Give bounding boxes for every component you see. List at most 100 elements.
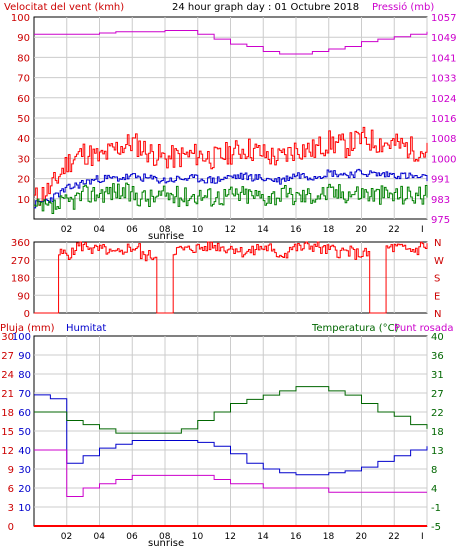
sunrise-label-bottom: sunrise xyxy=(148,538,184,549)
x-tick-clim-10: 22 xyxy=(388,532,399,542)
tick-hum-5: 60 xyxy=(18,408,31,419)
temperature-axis-title: Temperatura (°C) xyxy=(311,323,399,334)
tick-temp-right-1: -1 xyxy=(431,503,441,514)
x-tick-wind-7: 16 xyxy=(290,225,302,235)
tick-temp-right-5: 18 xyxy=(431,427,444,438)
dewpoint-axis-title: Punt rosada xyxy=(394,323,453,334)
x-tick-wind-11: I xyxy=(421,225,424,235)
series-pressure xyxy=(34,30,428,55)
humidity-axis-title: Humitat xyxy=(66,323,106,334)
x-tick-clim-2: 06 xyxy=(126,532,138,542)
x-tick-wind-6: 14 xyxy=(257,225,269,235)
series-temperature xyxy=(34,386,428,434)
tick-hum-9: 100 xyxy=(12,332,31,343)
x-tick-wind-10: 22 xyxy=(388,225,399,235)
tick-dir-left-1: 90 xyxy=(17,291,30,302)
tick-rain-3: 9 xyxy=(8,465,14,476)
series-wind-gust xyxy=(34,168,428,209)
tick-wind-right-4: 1008 xyxy=(431,134,456,145)
tick-wind-left-7: 80 xyxy=(17,53,30,64)
tick-dir-right-3: W xyxy=(434,256,444,267)
tick-rain-9: 27 xyxy=(1,351,14,362)
chart-title: 24 hour graph day : 01 Octubre 2018 xyxy=(172,2,359,13)
series-dewpoint xyxy=(34,449,427,497)
axis-ticks: 02 04 06 08 10 12 14 16 18 20 22 I02 04 06 08 10 12 14 16 1… xyxy=(1,13,456,542)
tick-hum-3: 40 xyxy=(18,446,31,457)
tick-wind-right-8: 1041 xyxy=(431,53,456,64)
x-tick-wind-9: 20 xyxy=(356,225,368,235)
x-tick-clim-11: I xyxy=(421,532,424,542)
tick-rain-0: 0 xyxy=(8,522,14,533)
tick-rain-5: 15 xyxy=(1,427,14,438)
tick-dir-left-2: 180 xyxy=(11,274,30,285)
tick-temp-right-6: 22 xyxy=(431,408,444,419)
tick-wind-right-9: 1049 xyxy=(431,33,456,44)
series-wind-low xyxy=(34,182,428,214)
tick-dir-right-2: S xyxy=(434,274,440,285)
wind-axis-title: Velocitat del vent (kmh) xyxy=(4,2,124,13)
tick-temp-right-9: 36 xyxy=(431,351,444,362)
tick-dir-right-4: N xyxy=(434,238,441,249)
tick-rain-2: 6 xyxy=(8,484,14,495)
tick-dir-right-0: N xyxy=(434,309,441,320)
tick-wind-right-2: 991 xyxy=(431,175,450,186)
rain-axis-title: Pluja (mm) xyxy=(0,323,55,334)
tick-dir-left-4: 360 xyxy=(11,238,30,249)
x-tick-wind-8: 18 xyxy=(323,225,335,235)
tick-rain-4: 12 xyxy=(1,446,14,457)
tick-wind-left-1: 20 xyxy=(17,175,30,186)
x-tick-clim-1: 04 xyxy=(94,532,106,542)
tick-temp-right-8: 31 xyxy=(431,370,444,381)
x-tick-clim-7: 16 xyxy=(290,532,302,542)
tick-temp-right-2: 4 xyxy=(431,484,437,495)
tick-wind-left-2: 30 xyxy=(17,154,30,165)
x-tick-wind-2: 06 xyxy=(126,225,138,235)
x-tick-wind-1: 04 xyxy=(94,225,106,235)
x-tick-clim-8: 18 xyxy=(323,532,335,542)
series-humidity xyxy=(34,394,428,476)
tick-hum-2: 30 xyxy=(18,465,31,476)
tick-rain-10: 30 xyxy=(1,332,14,343)
tick-temp-right-4: 13 xyxy=(431,446,444,457)
tick-wind-right-7: 1033 xyxy=(431,74,456,85)
tick-rain-7: 21 xyxy=(1,389,14,400)
x-tick-clim-4: 10 xyxy=(192,532,204,542)
x-tick-wind-5: 12 xyxy=(225,225,236,235)
tick-wind-right-5: 1016 xyxy=(431,114,456,125)
tick-temp-right-3: 8 xyxy=(431,465,437,476)
x-tick-wind-0: 02 xyxy=(61,225,72,235)
tick-wind-left-5: 60 xyxy=(17,94,30,105)
tick-rain-6: 18 xyxy=(1,408,14,419)
tick-wind-left-4: 50 xyxy=(17,114,30,125)
series-wind-speed xyxy=(34,126,428,206)
tick-wind-right-3: 1000 xyxy=(431,154,456,165)
tick-dir-left-3: 270 xyxy=(11,256,30,267)
tick-dir-right-1: E xyxy=(434,291,440,302)
series-wind-direction xyxy=(34,241,428,314)
x-tick-clim-9: 20 xyxy=(356,532,368,542)
tick-hum-4: 50 xyxy=(18,427,31,438)
tick-wind-left-3: 40 xyxy=(17,134,30,145)
x-tick-wind-3: 08 xyxy=(159,225,171,235)
sunrise-label-top: sunrise xyxy=(148,231,184,242)
tick-hum-8: 90 xyxy=(18,351,31,362)
tick-temp-right-7: 27 xyxy=(431,389,444,400)
tick-wind-right-0: 975 xyxy=(431,215,450,226)
tick-temp-right-0: -5 xyxy=(431,522,441,533)
tick-rain-8: 24 xyxy=(1,370,14,381)
tick-wind-left-6: 70 xyxy=(17,74,30,85)
tick-wind-right-6: 1024 xyxy=(431,94,456,105)
x-tick-clim-0: 02 xyxy=(61,532,72,542)
tick-hum-7: 80 xyxy=(18,370,31,381)
tick-dir-left-0: 0 xyxy=(24,309,30,320)
data-series xyxy=(34,30,428,527)
x-tick-clim-3: 08 xyxy=(159,532,171,542)
tick-wind-right-1: 983 xyxy=(431,195,450,206)
pressure-axis-title: Pressió (mb) xyxy=(372,1,434,13)
tick-wind-left-8: 90 xyxy=(17,33,30,44)
tick-wind-left-9: 100 xyxy=(11,13,30,24)
tick-hum-0: 10 xyxy=(18,503,31,514)
tick-hum-1: 20 xyxy=(18,484,31,495)
tick-hum-6: 70 xyxy=(18,389,31,400)
